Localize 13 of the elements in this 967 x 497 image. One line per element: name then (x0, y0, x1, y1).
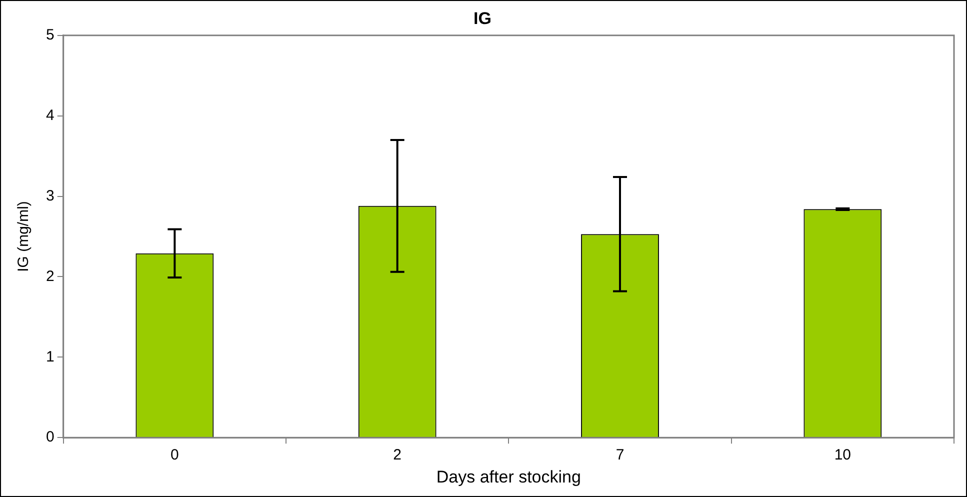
x-tick-label: 0 (170, 446, 179, 464)
y-tick-label: 0 (46, 428, 54, 446)
y-axis-title: IG (mg/ml) (15, 201, 32, 272)
x-axis-title: Days after stocking (436, 467, 581, 486)
y-tick-label: 3 (46, 187, 54, 204)
chart-title: IG (474, 8, 492, 28)
x-tick-label: 2 (393, 446, 402, 464)
x-tick-label: 7 (616, 446, 624, 464)
y-tick-label: 1 (46, 348, 54, 366)
y-tick-label: 5 (46, 26, 54, 44)
y-tick-label: 2 (46, 268, 54, 285)
y-tick-label: 4 (46, 106, 54, 124)
x-tick-label: 10 (834, 446, 852, 464)
